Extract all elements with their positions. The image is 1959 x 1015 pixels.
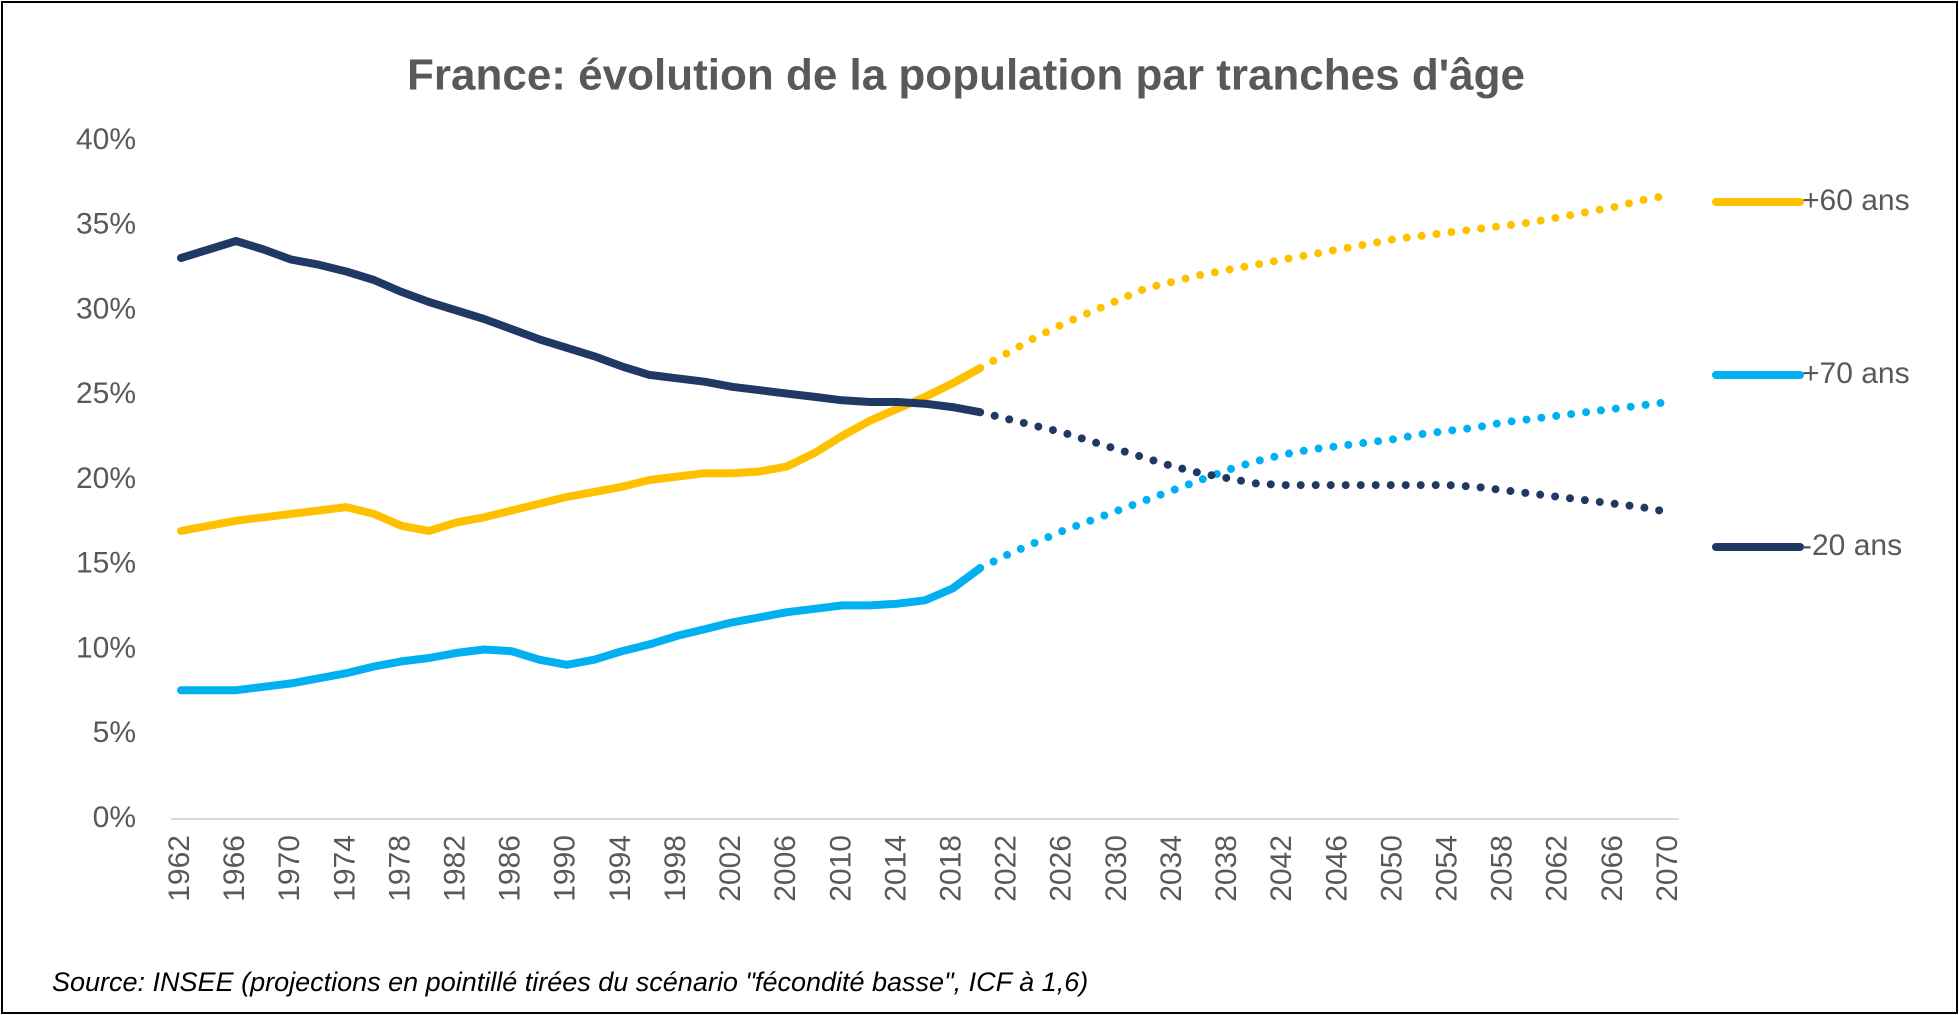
y-tick-label: 5% [93, 716, 136, 749]
y-tick-label: 20% [76, 462, 136, 495]
series-line [177, 564, 985, 695]
x-tick-label: 2038 [1210, 835, 1243, 902]
x-tick-label: 2030 [1100, 835, 1133, 902]
x-tick-label: 1974 [328, 835, 361, 902]
x-tick-label: 1966 [218, 835, 251, 902]
projection-line [976, 398, 1673, 573]
x-tick-label: 2014 [879, 835, 912, 902]
x-tick-label: 1990 [549, 835, 582, 902]
y-tick-label: 30% [76, 292, 136, 325]
x-tick-label: 2034 [1155, 835, 1188, 902]
y-tick-label: 35% [76, 208, 136, 241]
x-tick-label: 1970 [273, 835, 306, 902]
x-tick-label: 1994 [604, 835, 637, 902]
x-tick-label: 1986 [494, 835, 527, 902]
projection-line [976, 408, 1673, 517]
x-tick-label: 1978 [383, 835, 416, 902]
y-tick-label: 40% [76, 123, 136, 156]
projection-line [976, 191, 1673, 373]
x-tick-label: 2002 [714, 835, 747, 902]
legend-label: -20 ans [1802, 529, 1902, 562]
x-tick-label: 2026 [1045, 835, 1078, 902]
y-tick-label: 15% [76, 547, 136, 580]
x-tick-label: 1998 [659, 835, 692, 902]
x-tick-label: 2022 [990, 835, 1023, 902]
x-tick-label: 1982 [438, 835, 471, 902]
x-tick-label: 2046 [1320, 835, 1353, 902]
x-tick-label: 2066 [1596, 835, 1629, 902]
x-tick-label: 2018 [934, 835, 967, 902]
x-tick-label: 2010 [824, 835, 857, 902]
x-tick-label: 2050 [1375, 835, 1408, 902]
y-tick-label: 25% [76, 377, 136, 410]
x-tick-label: 2006 [769, 835, 802, 902]
x-tick-label: 2054 [1430, 835, 1463, 902]
x-tick-label: 2070 [1651, 835, 1684, 902]
legend-label: +60 ans [1802, 184, 1910, 217]
series-line [177, 237, 985, 417]
y-tick-label: 0% [93, 801, 136, 834]
chart-title: France: évolution de la population par t… [407, 51, 1525, 100]
y-tick-label: 10% [76, 631, 136, 664]
series-line [177, 364, 985, 535]
x-tick-label: 2058 [1486, 835, 1519, 902]
legend-label: +70 ans [1802, 357, 1910, 390]
x-tick-label: 2062 [1541, 835, 1574, 902]
x-tick-label: 2042 [1265, 835, 1298, 902]
x-tick-label: 1962 [163, 835, 196, 902]
source-note: Source: INSEE (projections en pointillé … [52, 967, 1088, 997]
